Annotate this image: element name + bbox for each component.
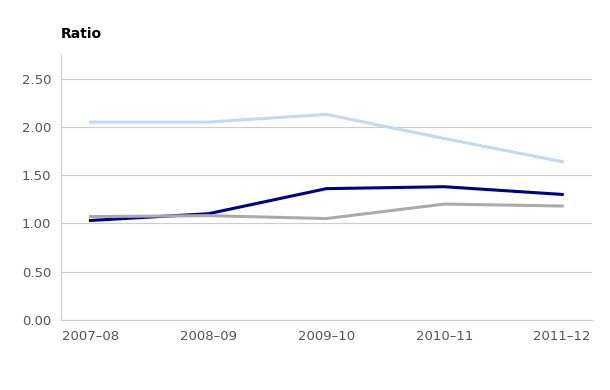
Text: Ratio: Ratio: [61, 27, 102, 41]
